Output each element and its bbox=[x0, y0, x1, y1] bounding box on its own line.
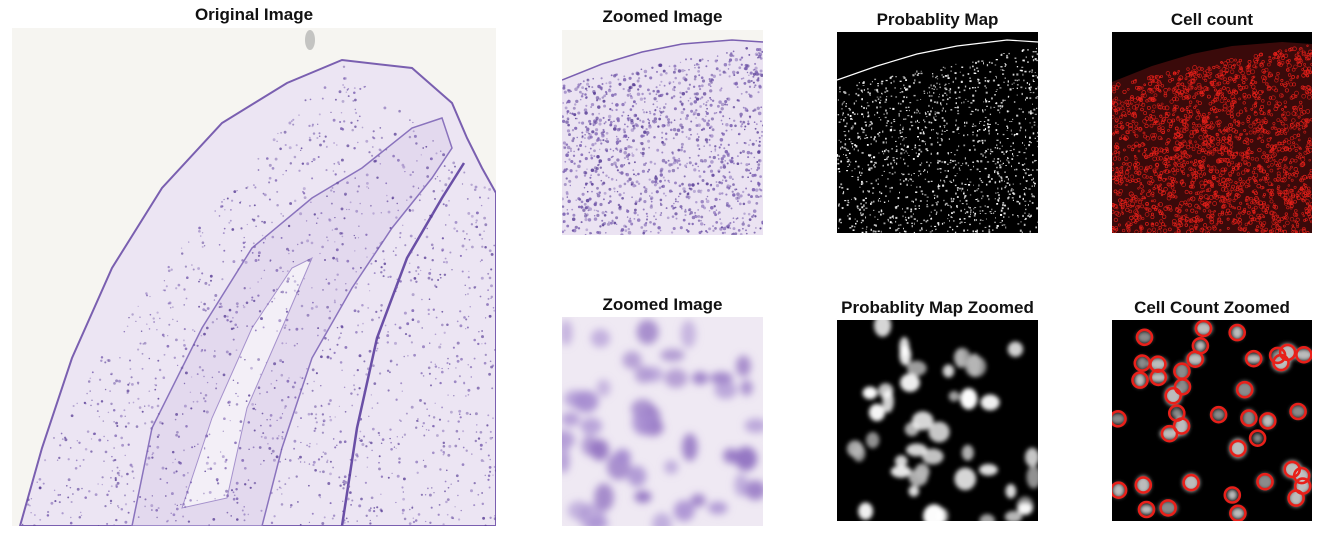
panel-zoomed-image-detail: Zoomed Image bbox=[562, 288, 763, 528]
zoomed-image-detail bbox=[562, 317, 763, 526]
zoomed-edge-region bbox=[562, 30, 763, 80]
probability-map-zoomed bbox=[837, 320, 1038, 521]
cell-count-zoomed bbox=[1112, 320, 1312, 521]
panel-title-zoomed-detail: Zoomed Image bbox=[602, 295, 723, 314]
panel-title-count-zoom: Cell Count Zoomed bbox=[1134, 298, 1290, 317]
cell-count-detections bbox=[1112, 44, 1312, 233]
panel-title-zoomed: Zoomed Image bbox=[602, 7, 723, 26]
panel-zoomed-image: Zoomed Image bbox=[562, 0, 763, 240]
probability-map bbox=[837, 32, 1038, 233]
panel-title-count: Cell count bbox=[1170, 10, 1254, 29]
original-image bbox=[12, 28, 496, 526]
probability-speckle bbox=[837, 47, 1038, 233]
panel-cell-count: Cell count bbox=[1112, 0, 1312, 240]
slide-smudge bbox=[305, 30, 315, 50]
outer-boundary-line bbox=[340, 162, 466, 526]
panel-original-image: Original Image bbox=[12, 0, 496, 530]
stain-speckle-zoomed bbox=[562, 46, 763, 235]
zoomed-image bbox=[562, 30, 763, 235]
panel-probability-map-zoomed: Probablity Map Zoomed bbox=[837, 288, 1038, 528]
detection-circles bbox=[1112, 320, 1312, 521]
panel-cell-count-zoomed: Cell Count Zoomed bbox=[1112, 288, 1312, 528]
cell-count-map bbox=[1112, 32, 1312, 233]
cell-blobs-detail bbox=[562, 319, 763, 526]
probability-blobs-zoomed bbox=[846, 320, 1038, 521]
panel-title-original: Original Image bbox=[194, 5, 314, 24]
panel-probability-map: Probablity Map bbox=[837, 0, 1038, 240]
panel-title-prob: Probablity Map bbox=[876, 10, 999, 29]
panel-title-prob-zoom: Probablity Map Zoomed bbox=[841, 298, 1034, 317]
stain-speckle-original bbox=[22, 65, 496, 526]
